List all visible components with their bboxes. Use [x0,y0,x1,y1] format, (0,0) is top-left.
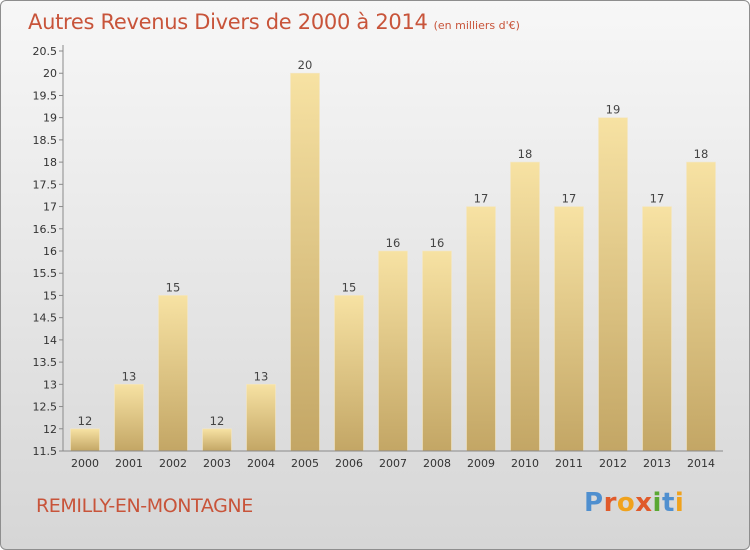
value-label-2008: 16 [430,236,445,250]
logo-letter: t [661,488,675,518]
y-tick-label: 11.5 [33,445,58,458]
logo-letter: r [603,488,617,518]
value-label-2009: 17 [474,192,489,206]
x-tick-label: 2008 [423,457,451,470]
value-label-2000: 12 [78,414,93,428]
x-tick-label: 2002 [159,457,187,470]
y-tick-label: 13 [43,378,57,391]
value-label-2007: 16 [386,236,401,250]
logo-letter: P [584,488,604,518]
title-row: Autres Revenus Divers de 2000 à 2014 (en … [28,10,520,34]
logo-letter: i [652,488,662,518]
commune-name: REMILLY-EN-MONTAGNE [36,495,253,517]
bar-2013 [642,206,672,452]
value-label-2005: 20 [298,58,313,72]
logo-letter: o [616,488,636,518]
y-tick-label: 17.5 [33,178,58,191]
logo-letter: i [674,488,685,518]
x-tick-label: 2013 [643,457,671,470]
value-label-2004: 13 [254,369,269,383]
bar-2012 [598,117,628,452]
x-tick-label: 2012 [599,457,627,470]
bar-2001 [114,383,144,452]
bars-layer: 12 13 15 12 13 20 15 16 16 17 18 17 19 17 18 [70,58,716,452]
bar-2006 [334,295,364,452]
proxiti-logo: Proxiti [584,490,684,516]
value-label-2012: 19 [606,103,621,117]
value-label-2010: 18 [518,147,533,161]
value-label-2001: 13 [122,369,137,383]
axis-layer: 2000 2001 2002 2003 2004 2005 2006 2007 2008 2009… [33,45,723,470]
value-label-2014: 18 [694,147,709,161]
x-tick-label: 2005 [291,457,319,470]
x-tick-label: 2006 [335,457,363,470]
chart-unit: (en milliers d'€) [433,19,520,32]
value-label-2013: 17 [650,192,665,206]
value-label-2011: 17 [562,192,577,206]
x-tick-label: 2007 [379,457,407,470]
y-tick-label: 19.5 [33,89,58,102]
x-tick-label: 2003 [203,457,231,470]
y-tick-label: 17 [43,201,57,214]
bar-2011 [554,206,584,452]
x-tick-label: 2009 [467,457,495,470]
bar-2004 [246,383,276,452]
y-tick-label: 14.5 [33,312,58,325]
y-tick-label: 20 [43,67,57,80]
y-tick-label: 20.5 [33,45,58,58]
x-tick-label: 2001 [115,457,143,470]
y-tick-label: 18.5 [33,134,58,147]
bar-2005 [290,72,320,452]
value-label-2002: 15 [166,280,181,294]
x-tick-label: 2014 [687,457,715,470]
y-tick-label: 18 [43,156,57,169]
x-tick-label: 2004 [247,457,275,470]
bar-2009 [466,206,496,452]
x-tick-label: 2010 [511,457,539,470]
value-label-2006: 15 [342,280,357,294]
y-tick-label: 16 [43,245,57,258]
y-tick-label: 16.5 [33,223,58,236]
x-tick-label: 2000 [71,457,99,470]
y-tick-label: 15 [43,289,57,302]
bar-2010 [510,161,540,452]
y-tick-label: 12.5 [33,401,58,414]
y-tick-label: 13.5 [33,356,58,369]
chart-title: Autres Revenus Divers de 2000 à 2014 [28,10,428,34]
bar-2000 [70,428,100,452]
value-label-2003: 12 [210,414,225,428]
y-tick-label: 15.5 [33,267,58,280]
bar-2003 [202,428,232,452]
x-tick-label: 2011 [555,457,583,470]
y-tick-label: 12 [43,423,57,436]
bar-2008 [422,250,452,452]
y-tick-label: 14 [43,334,57,347]
logo-letter: x [635,488,653,518]
bar-2002 [158,295,188,452]
bar-2014 [686,161,716,452]
bar-2007 [378,250,408,452]
y-tick-label: 19 [43,112,57,125]
